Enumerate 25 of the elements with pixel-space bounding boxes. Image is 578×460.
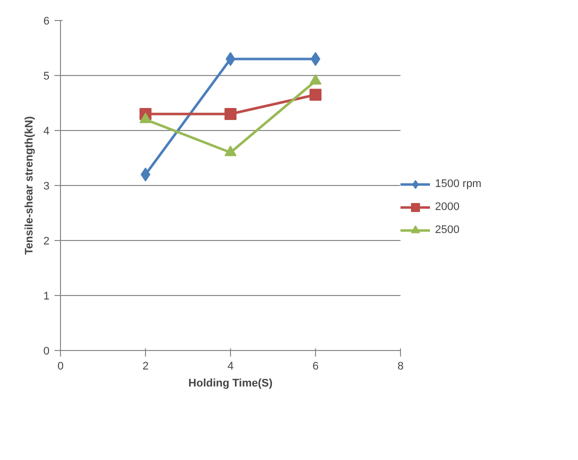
point — [140, 112, 152, 124]
y-tick-label: 4 — [43, 126, 50, 138]
point — [224, 108, 236, 120]
x-tick-label: 2 — [142, 360, 149, 372]
x-tick-label: 4 — [227, 360, 234, 372]
y-tick-label: 5 — [43, 70, 50, 82]
y-axis-title: Tensile-shear strength(kN) — [23, 116, 36, 255]
point — [140, 168, 150, 182]
x-tick-label: 0 — [57, 360, 64, 372]
y-tick-label: 3 — [43, 180, 50, 192]
y-tick-label: 1 — [43, 290, 50, 302]
point — [224, 146, 236, 156]
point — [310, 52, 320, 66]
x-tick-label: 8 — [397, 360, 404, 372]
y-tick-label: 6 — [43, 16, 50, 28]
point — [310, 88, 322, 101]
point — [226, 52, 236, 66]
legend-label: 2500 — [435, 224, 460, 236]
y-tick-label: 0 — [43, 346, 50, 358]
legend-label: 2000 — [435, 201, 460, 213]
x-axis-title: Holding Time(S) — [188, 378, 273, 390]
legend-label: 1500 rpm — [435, 178, 482, 190]
point — [310, 74, 322, 85]
x-tick-label: 6 — [312, 360, 319, 372]
y-tick-label: 2 — [43, 236, 50, 248]
